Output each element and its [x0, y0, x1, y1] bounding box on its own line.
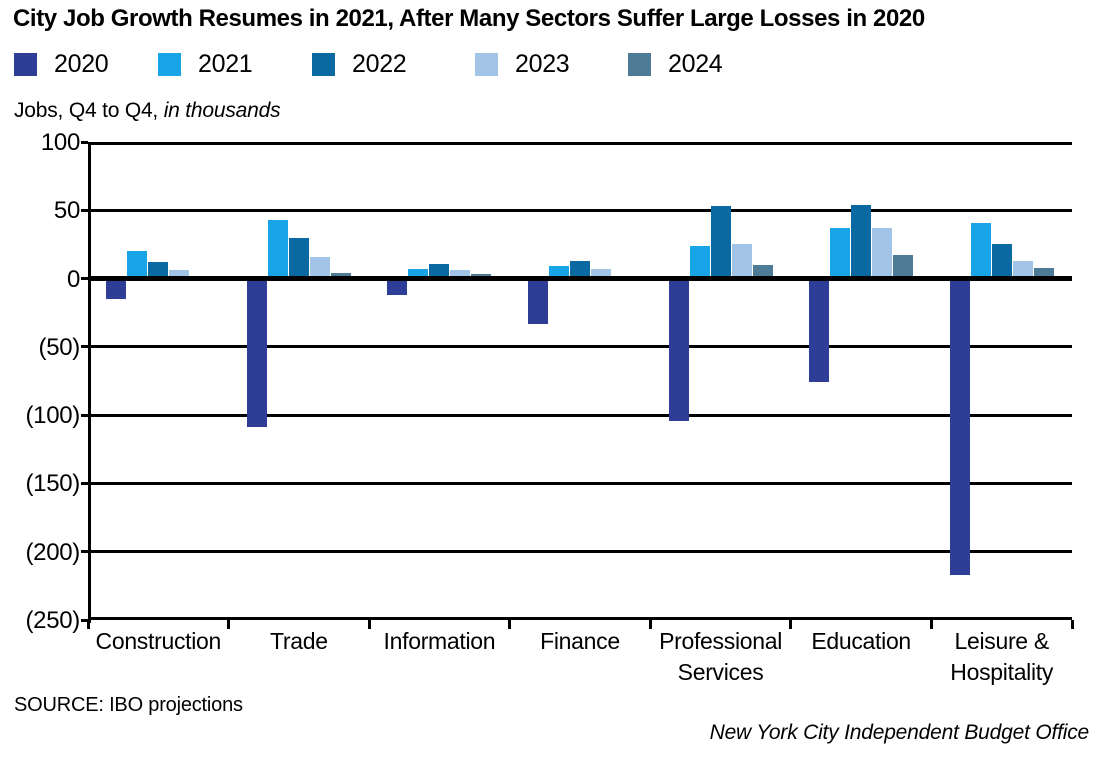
x-axis-tick — [648, 620, 652, 629]
legend-item-2024: 2024 — [628, 49, 723, 78]
bar-2021-construction — [127, 251, 148, 279]
bar-2020-education — [809, 278, 830, 383]
bar-2022-education — [851, 204, 872, 279]
legend-item-2021: 2021 — [158, 49, 253, 78]
gridline-100 — [88, 142, 1072, 145]
x-axis-category-label: Information — [383, 628, 496, 654]
y-axis-tick — [81, 618, 88, 622]
y-axis-tick-label: 50 — [53, 197, 80, 225]
bar-2023-information — [450, 270, 471, 279]
y-axis-tick-label: (200) — [25, 538, 80, 566]
legend-label-2021: 2021 — [198, 49, 253, 78]
y-axis-tick-label: (100) — [25, 402, 80, 430]
bar-2020-construction — [106, 278, 127, 300]
y-axis-tick — [81, 413, 88, 417]
legend-swatch-2024 — [628, 52, 651, 76]
x-axis-category-label: Construction — [95, 628, 222, 654]
axis-units-label: Jobs, Q4 to Q4, in thousands — [14, 99, 281, 123]
bar-2021-professional-services — [689, 245, 710, 279]
attribution: New York City Independent Budget Office — [709, 721, 1090, 744]
bar-2024-trade — [330, 273, 351, 279]
bar-2020-trade — [246, 278, 267, 428]
x-axis-tick — [929, 620, 933, 629]
y-axis-line — [88, 142, 91, 623]
y-axis-tick-label: (150) — [25, 470, 80, 498]
bar-2022-finance — [570, 260, 590, 279]
y-axis-tick-label: 100 — [40, 129, 80, 156]
x-axis-category-label: Finance — [540, 628, 620, 654]
y-axis-tick — [81, 208, 88, 212]
x-axis-tick — [1070, 620, 1074, 629]
legend-item-2023: 2023 — [475, 49, 570, 78]
legend-label-2023: 2023 — [515, 49, 570, 78]
bar-2022-leisure-hospitality — [991, 244, 1012, 279]
gridline-(250) — [88, 617, 1072, 620]
x-axis-category-label: Leisure & Hospitality — [950, 628, 1054, 686]
y-axis-tick-label: 0 — [66, 265, 80, 293]
bar-2023-leisure-hospitality — [1012, 260, 1033, 279]
chart-legend: 2020 2021 2022 2023 2024 — [0, 49, 1103, 81]
bar-2022-construction — [148, 262, 169, 279]
x-axis-category-label: Education — [811, 628, 911, 654]
bar-2023-finance — [591, 269, 611, 279]
legend-swatch-2020 — [14, 52, 37, 76]
gridline-(200) — [88, 550, 1072, 554]
x-axis-category-label: Trade — [269, 628, 328, 654]
gridline-50 — [88, 208, 1072, 212]
y-axis-tick — [81, 345, 88, 349]
bar-2024-leisure-hospitality — [1033, 267, 1054, 279]
bar-2023-professional-services — [731, 244, 752, 279]
bar-2022-information — [429, 263, 450, 279]
chart-title: City Job Growth Resumes in 2021, After M… — [13, 5, 925, 32]
bar-2023-trade — [309, 256, 330, 279]
axis-units-text: Jobs, Q4 to Q4, — [14, 99, 164, 122]
legend-swatch-2021 — [158, 52, 181, 76]
source-note: SOURCE: IBO projections — [14, 694, 243, 716]
zero-line — [88, 276, 1072, 282]
legend-label-2024: 2024 — [668, 49, 723, 78]
x-axis-tick — [508, 620, 512, 629]
bar-2024-education — [893, 255, 914, 279]
x-axis-tick — [789, 620, 793, 629]
axis-units-italic: in thousands — [163, 99, 281, 122]
bar-2020-professional-services — [668, 278, 689, 421]
legend-swatch-2023 — [475, 52, 498, 76]
bar-2022-trade — [288, 237, 309, 279]
gridline-(100) — [88, 413, 1072, 417]
legend-item-2022: 2022 — [312, 49, 407, 78]
y-axis-tick — [81, 481, 88, 485]
y-axis-tick — [81, 550, 88, 554]
bar-2021-education — [830, 228, 851, 279]
legend-swatch-2022 — [312, 52, 335, 76]
bar-2020-information — [387, 278, 408, 295]
x-axis-tick — [227, 620, 231, 629]
plot-area — [88, 142, 1072, 620]
bar-2020-finance — [528, 278, 548, 324]
bar-2021-finance — [549, 266, 569, 279]
legend-label-2020: 2020 — [54, 49, 109, 78]
legend-item-2020: 2020 — [14, 49, 109, 78]
x-axis-tick — [86, 620, 90, 629]
x-axis-tick — [367, 620, 371, 629]
bar-2021-information — [408, 269, 429, 279]
bar-2023-construction — [169, 270, 190, 279]
legend-label-2022: 2022 — [352, 49, 407, 78]
bar-2021-leisure-hospitality — [970, 222, 991, 279]
gridline-(150) — [88, 481, 1072, 485]
bar-2021-trade — [267, 219, 288, 279]
bar-2023-education — [872, 228, 893, 279]
y-axis-tick-label: (50) — [38, 333, 81, 361]
gridline-(50) — [88, 345, 1072, 349]
y-axis-tick — [81, 140, 88, 144]
x-axis-category-label: Professional Services — [659, 628, 783, 686]
bar-2024-professional-services — [752, 264, 773, 279]
y-axis-tick-label: (250) — [25, 607, 80, 634]
y-axis-tick — [81, 277, 88, 281]
bar-2020-leisure-hospitality — [949, 278, 970, 575]
bar-2022-professional-services — [710, 206, 731, 279]
